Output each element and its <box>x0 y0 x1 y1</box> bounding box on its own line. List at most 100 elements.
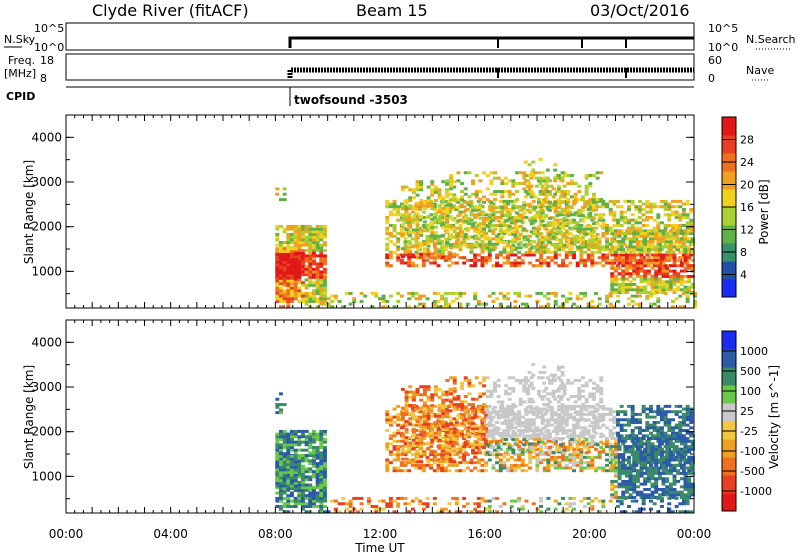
data-cell <box>493 176 498 180</box>
data-cell <box>478 206 483 210</box>
data-cell <box>539 458 544 462</box>
data-cell <box>681 455 686 459</box>
data-cell <box>645 215 650 219</box>
data-cell <box>297 480 302 484</box>
data-cell <box>515 190 519 194</box>
data-cell <box>663 418 668 422</box>
data-cell <box>282 192 287 196</box>
data-cell <box>517 215 522 219</box>
data-cell <box>469 248 474 252</box>
data-cell <box>520 218 525 222</box>
data-cell <box>583 205 588 209</box>
data-cell <box>275 257 280 261</box>
data-cell <box>517 445 522 449</box>
data-cell <box>311 270 316 274</box>
data-cell <box>411 390 416 394</box>
data-cell <box>460 408 465 412</box>
data-cell <box>476 469 481 473</box>
data-cell <box>601 423 606 427</box>
data-cell <box>430 231 435 235</box>
data-cell <box>641 224 646 227</box>
data-cell <box>430 217 435 221</box>
data-cell <box>441 249 446 253</box>
data-cell <box>515 246 519 250</box>
data-cell <box>315 504 320 508</box>
data-cell <box>608 291 613 295</box>
data-cell <box>524 215 529 219</box>
data-cell <box>654 258 659 262</box>
data-cell <box>444 188 449 192</box>
data-cell <box>304 440 309 444</box>
data-cell <box>594 410 599 414</box>
data-cell <box>502 232 507 236</box>
data-cell <box>304 456 309 460</box>
data-cell <box>315 275 320 279</box>
data-cell <box>681 305 686 309</box>
data-cell <box>654 285 659 289</box>
data-cell <box>643 248 648 252</box>
data-cell <box>278 437 283 441</box>
data-cell <box>308 294 313 298</box>
data-cell <box>400 247 405 251</box>
data-cell <box>462 237 467 241</box>
data-cell <box>535 248 540 252</box>
data-cell <box>529 190 534 194</box>
power-y-tick-label: 1000 <box>31 264 62 278</box>
data-cell <box>495 439 500 443</box>
data-cell <box>437 422 442 426</box>
data-cell <box>643 240 648 244</box>
data-cell <box>509 215 514 219</box>
data-cell <box>539 248 544 252</box>
data-cell <box>561 455 566 459</box>
data-cell <box>408 422 413 426</box>
data-cell <box>665 282 670 286</box>
data-cell <box>542 442 547 446</box>
data-cell <box>612 199 617 203</box>
data-cell <box>650 285 655 289</box>
data-cell <box>551 195 556 199</box>
data-cell <box>544 182 549 185</box>
data-cell <box>546 291 551 295</box>
data-cell <box>564 420 569 424</box>
data-cell <box>643 280 648 284</box>
data-cell <box>621 232 626 236</box>
data-cell <box>407 229 412 233</box>
data-cell <box>315 297 320 301</box>
data-cell <box>659 199 664 203</box>
data-cell <box>641 229 646 233</box>
data-cell <box>425 224 430 227</box>
data-cell <box>550 458 555 462</box>
data-cell <box>507 211 512 215</box>
data-cell <box>400 255 405 259</box>
data-cell <box>690 237 695 241</box>
power-cbar-tick-label: 16 <box>740 201 754 214</box>
data-cell <box>433 436 438 440</box>
data-cell <box>674 404 679 408</box>
data-cell <box>506 297 511 301</box>
data-cell <box>456 206 461 210</box>
data-cell <box>447 258 452 262</box>
data-cell <box>311 267 316 271</box>
data-cell <box>449 192 454 196</box>
data-cell <box>639 229 644 233</box>
data-cell <box>443 420 448 424</box>
data-cell <box>469 245 474 249</box>
data-cell <box>491 445 496 449</box>
data-cell <box>654 280 659 284</box>
data-cell <box>577 190 582 194</box>
data-cell <box>322 273 327 277</box>
data-cell <box>590 240 595 244</box>
data-cell <box>487 253 492 257</box>
data-cell <box>447 445 452 449</box>
data-cell <box>304 240 309 244</box>
data-cell <box>648 215 653 219</box>
data-cell <box>523 190 528 194</box>
data-cell <box>422 403 427 407</box>
data-cell <box>546 461 551 465</box>
data-cell <box>489 200 494 204</box>
data-cell <box>293 440 298 444</box>
data-cell <box>425 404 430 408</box>
data-cell <box>572 256 577 260</box>
data-cell <box>522 187 527 191</box>
data-cell <box>491 434 496 438</box>
